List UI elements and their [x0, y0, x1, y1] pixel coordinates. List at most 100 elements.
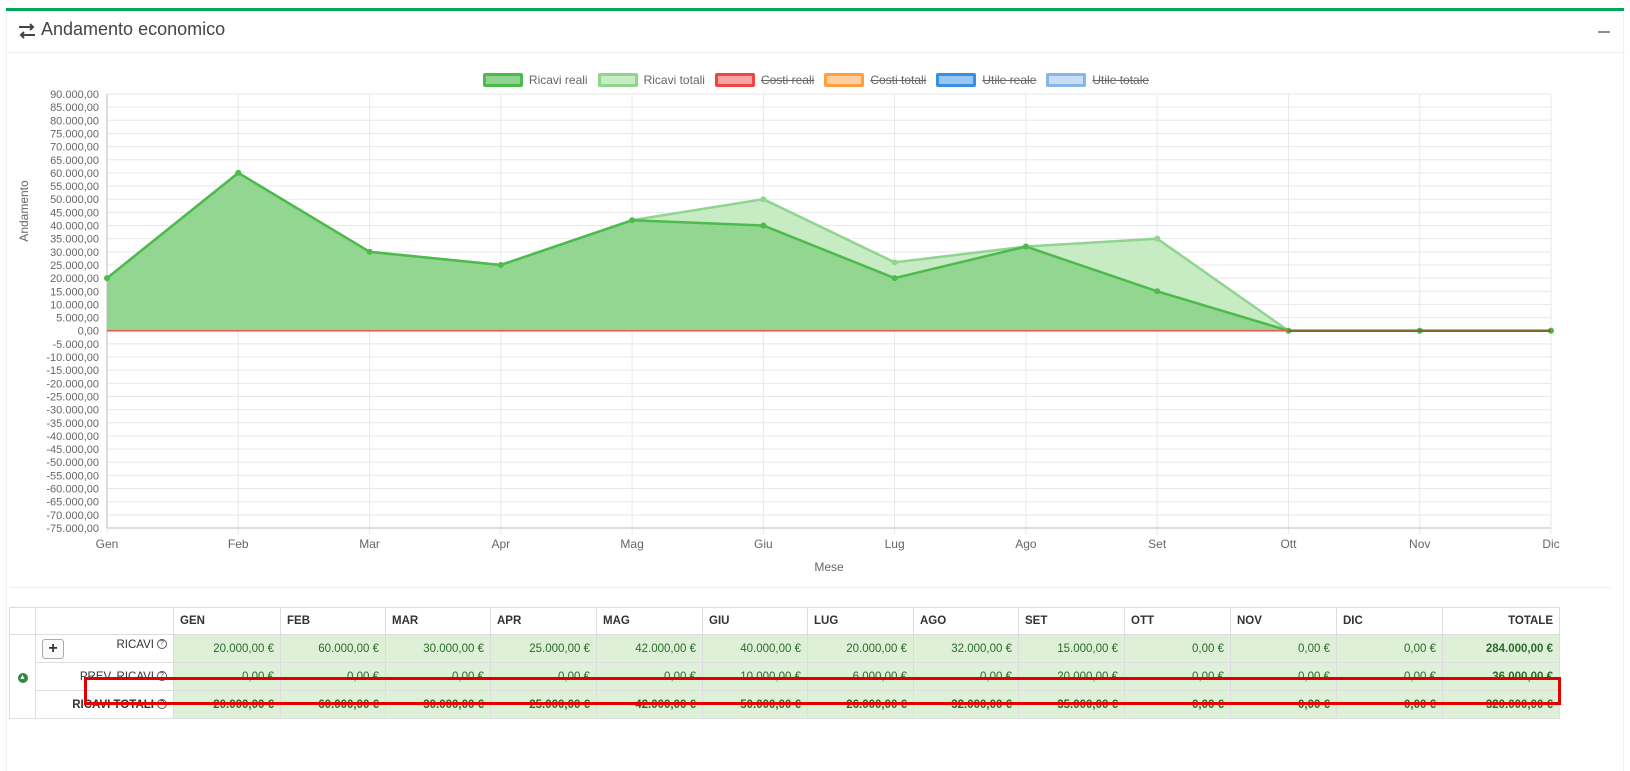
value-cell: 0,00 €: [1124, 662, 1231, 691]
value-cell: 10.000,00 €: [702, 662, 808, 691]
value-cell: 60.000,00 €: [280, 634, 386, 663]
x-tick-label: Nov: [1409, 537, 1430, 551]
collapse-toggle-cell: ▲: [9, 634, 36, 719]
total-cell: 36.000,00 €: [1442, 662, 1560, 691]
value-cell: 0,00 €: [1336, 662, 1443, 691]
y-tick-label: -10.000,00: [46, 352, 99, 364]
month-header: DIC: [1336, 607, 1443, 635]
y-tick-label: 40.000,00: [50, 221, 99, 233]
legend-swatch: [597, 73, 638, 87]
data-point: [497, 261, 504, 268]
panel-accent-bar: [6, 8, 1624, 11]
header-label-cell: [35, 607, 174, 635]
y-axis-label: Andamento: [17, 180, 31, 242]
data-point: [1154, 235, 1161, 242]
x-tick-label: Mar: [359, 537, 380, 551]
value-cell: 0,00 €: [173, 662, 281, 691]
x-tick-label: Gen: [96, 537, 119, 551]
chart-legend: Ricavi reali Ricavi totali Costi reali Cost…: [7, 69, 1625, 91]
month-header: APR: [490, 607, 597, 635]
y-tick-label: -75.000,00: [46, 523, 99, 535]
legend-item[interactable]: Costi totali: [824, 69, 926, 91]
month-header: NOV: [1230, 607, 1337, 635]
value-cell: 0,00 €: [490, 662, 597, 691]
value-cell: 20.000,00 €: [173, 690, 281, 719]
legend-swatch: [1046, 73, 1087, 87]
legend-label: Ricavi totali: [643, 73, 705, 87]
y-tick-label: -60.000,00: [46, 484, 99, 496]
month-header: OTT: [1124, 607, 1231, 635]
y-tick-label: -5.000,00: [53, 339, 99, 351]
value-cell: 40.000,00 €: [702, 634, 808, 663]
month-header: FEB: [280, 607, 386, 635]
value-cell: 6.000,00 €: [807, 662, 914, 691]
month-header: GIU: [702, 607, 808, 635]
month-header: GEN: [173, 607, 281, 635]
data-point: [104, 275, 110, 282]
value-cell: 42.000,00 €: [596, 690, 703, 719]
month-header: LUG: [807, 607, 914, 635]
legend-label: Costi totali: [870, 73, 927, 87]
data-point: [760, 196, 767, 203]
y-tick-label: -65.000,00: [46, 497, 99, 509]
y-tick-label: 30.000,00: [50, 247, 99, 259]
y-tick-label: 0,00: [78, 326, 99, 338]
y-tick-label: -15.000,00: [46, 365, 99, 377]
y-tick-label: 75.000,00: [50, 128, 99, 140]
value-cell: 0,00 €: [1336, 690, 1443, 719]
value-cell: 0,00 €: [1336, 634, 1443, 663]
help-icon[interactable]: ?: [157, 671, 167, 682]
panel-header: Andamento economico: [7, 11, 1625, 53]
y-tick-label: -50.000,00: [46, 457, 99, 469]
y-tick-label: 85.000,00: [50, 102, 99, 114]
value-cell: 42.000,00 €: [596, 634, 703, 663]
value-cell: 20.000,00 €: [1018, 662, 1125, 691]
row-label-cell: RICAVI TOTALI?: [35, 690, 174, 719]
y-tick-label: -70.000,00: [46, 510, 99, 522]
expand-button[interactable]: +: [42, 638, 64, 659]
value-cell: 60.000,00 €: [280, 690, 386, 719]
table-row: RICAVI TOTALI? 20.000,00 €60.000,00 €30.0…: [10, 690, 1560, 719]
legend-item[interactable]: Costi reali: [714, 69, 815, 91]
legend-label: Utile totale: [1092, 73, 1150, 87]
legend-label: Costi reali: [760, 73, 815, 87]
row-label-cell: PREV. RICAVI?: [35, 662, 174, 691]
table-header-row: GEN FEB MAR APR MAG GIU LUG AGO SET OTT NOV DIC TOTA…: [9, 607, 1560, 635]
value-cell: 20.000,00 €: [173, 634, 281, 663]
legend-item[interactable]: Utile totale: [1046, 69, 1149, 91]
y-tick-label: 25.000,00: [50, 260, 99, 272]
value-cell: 25.000,00 €: [490, 634, 597, 663]
row-label: RICAVI TOTALI: [72, 698, 154, 711]
economic-trend-panel: Andamento economico Ricavi reali Ricavi t…: [6, 11, 1625, 771]
data-point: [1022, 243, 1029, 250]
value-cell: 0,00 €: [385, 662, 491, 691]
data-point: [629, 217, 636, 224]
minimize-icon[interactable]: [1595, 21, 1613, 39]
value-cell: 0,00 €: [913, 662, 1019, 691]
table-row: ▲ + RICAVI? 20.000,00 €60.000,00 €30.000,00…: [9, 634, 1560, 719]
legend-item[interactable]: Utile reale: [936, 69, 1036, 91]
row-label: RICAVI: [116, 638, 155, 651]
help-icon[interactable]: ?: [157, 699, 167, 710]
x-axis-label: Mese: [814, 560, 844, 574]
x-tick-label: Ott: [1280, 537, 1297, 551]
data-point: [1154, 288, 1161, 295]
month-header: MAG: [596, 607, 703, 635]
collapse-toggle-icon[interactable]: ▲: [17, 673, 28, 683]
value-cell: 0,00 €: [1230, 690, 1337, 719]
y-tick-label: 50.000,00: [50, 194, 99, 206]
x-tick-label: Set: [1148, 537, 1167, 551]
month-header: SET: [1018, 607, 1125, 635]
legend-item[interactable]: Ricavi reali: [482, 69, 588, 91]
value-cell: 0,00 €: [1124, 634, 1231, 663]
exchange-arrows-icon: [19, 23, 35, 39]
legend-label: Utile reale: [982, 73, 1037, 87]
x-tick-label: Mag: [620, 537, 643, 551]
value-cell: 15.000,00 €: [1018, 634, 1125, 663]
value-cell: 0,00 €: [596, 662, 703, 691]
x-tick-label: Lug: [885, 537, 905, 551]
help-icon[interactable]: ?: [157, 639, 167, 650]
legend-item[interactable]: Ricavi totali: [597, 69, 705, 91]
y-tick-label: -45.000,00: [46, 444, 99, 456]
